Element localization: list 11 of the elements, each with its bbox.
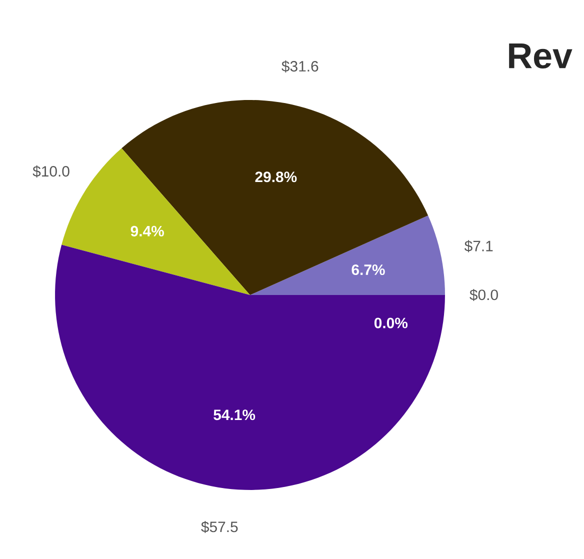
data-label: $7.1: [464, 240, 493, 252]
text: 6.7%: [352, 264, 385, 276]
data-label: $57.5: [201, 520, 238, 534]
text: 0.0%: [374, 318, 408, 328]
text: 29.8%: [255, 172, 297, 182]
text: 9.4%: [130, 226, 164, 236]
chart-title: Rev: [509, 44, 572, 69]
data-label: $10.0: [32, 165, 70, 178]
text: $0.0: [470, 288, 498, 302]
data-label: $31.6: [282, 60, 318, 72]
text: 54.1%: [214, 410, 256, 420]
